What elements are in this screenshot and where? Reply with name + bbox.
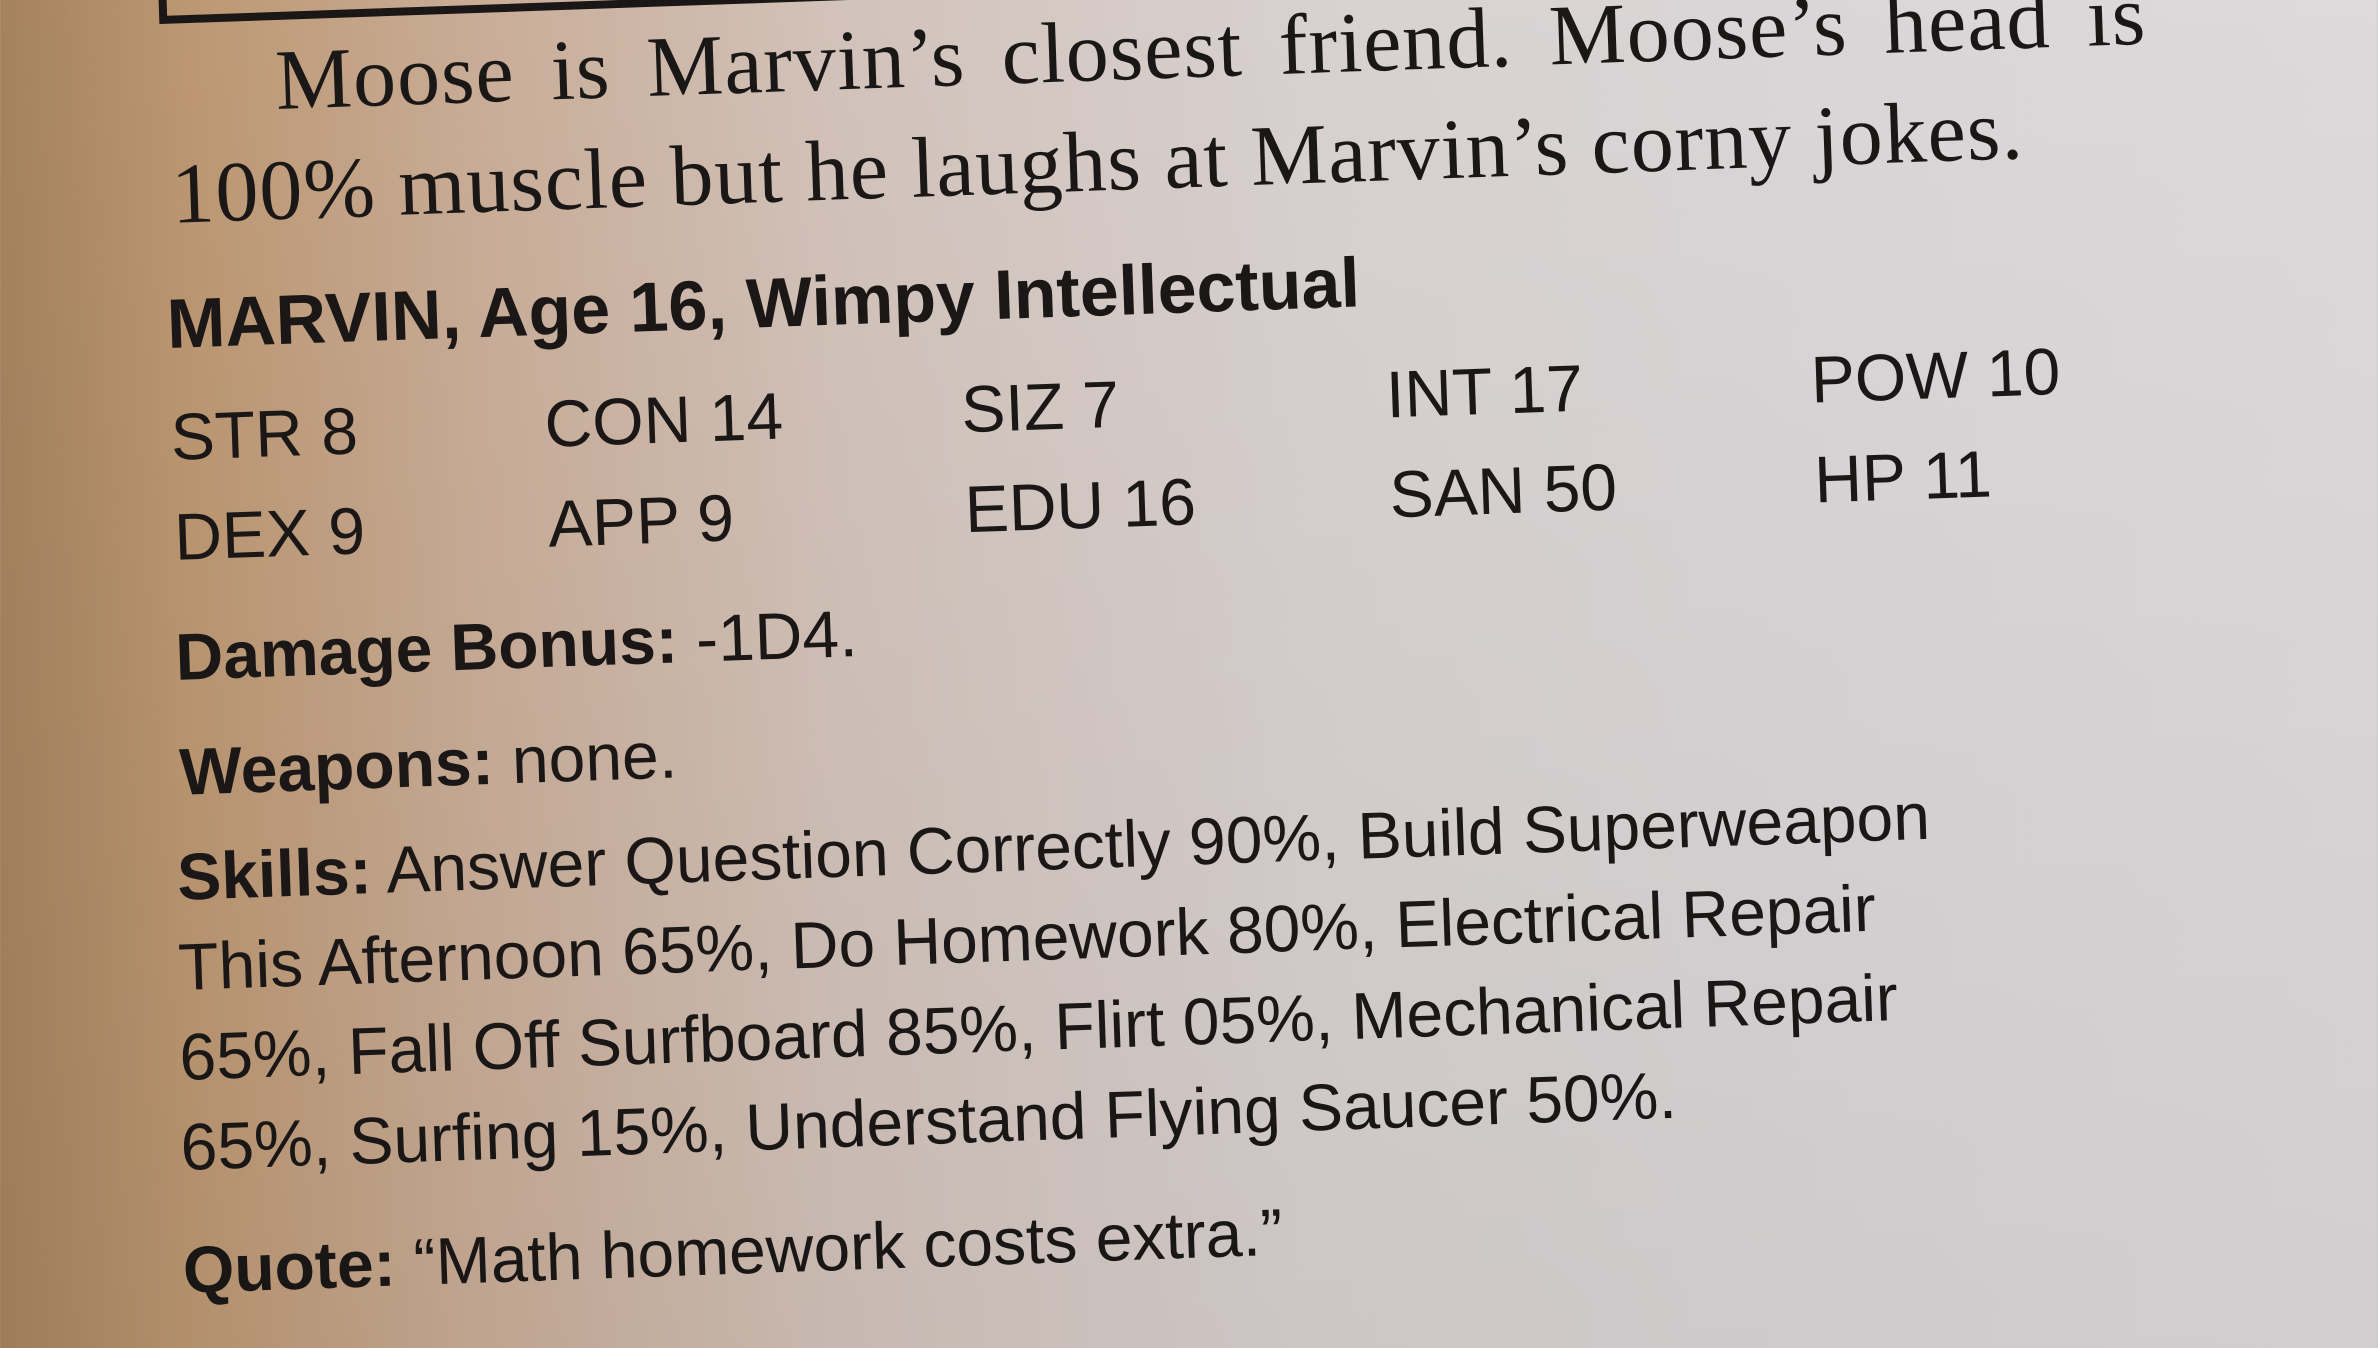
damage-bonus: Damage Bonus: -1D4.	[174, 595, 858, 695]
stat-edu: EDU 16	[963, 464, 1198, 547]
stat-siz: SIZ 7	[960, 366, 1121, 447]
damage-bonus-value: -1D4.	[676, 596, 859, 677]
stat-app: APP 9	[546, 480, 736, 561]
stat-con: CON 14	[543, 378, 785, 461]
stat-dex: DEX 9	[173, 493, 367, 574]
quote: Quote: “Math homework costs extra.”	[182, 1194, 1284, 1308]
quote-text: “Math homework costs extra.”	[394, 1194, 1284, 1300]
weapons: Weapons: none.	[178, 716, 678, 809]
damage-bonus-label: Damage Bonus:	[174, 602, 679, 694]
quote-label: Quote:	[181, 1225, 397, 1307]
stat-int: INT 17	[1384, 350, 1585, 432]
skills-label: Skills:	[175, 833, 373, 914]
weapons-value: none.	[492, 717, 679, 798]
stat-hp: HP 11	[1813, 436, 1993, 517]
stat-san: SAN 50	[1388, 449, 1619, 532]
stat-str: STR 8	[169, 393, 360, 474]
weapons-label: Weapons:	[178, 723, 495, 809]
stat-pow: POW 10	[1809, 333, 2062, 417]
character-heading: MARVIN, Age 16, Wimpy Intellectual	[165, 243, 1362, 363]
